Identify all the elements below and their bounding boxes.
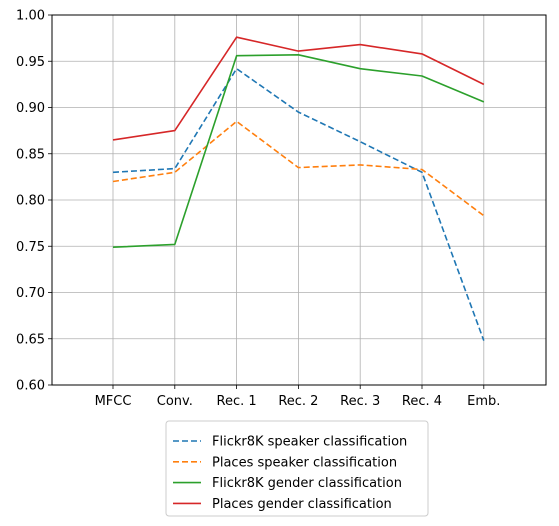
legend-label-3: Flickr8K gender classification xyxy=(212,476,402,491)
series-line-2 xyxy=(112,120,485,217)
x-tick-label: Conv. xyxy=(157,394,193,409)
series-line-1 xyxy=(112,67,485,341)
grid-lines xyxy=(52,14,546,386)
y-tick-label: 1.00 xyxy=(16,9,45,24)
x-tick-label: Rec. 4 xyxy=(402,394,442,409)
y-tick-label: 0.65 xyxy=(16,332,45,347)
y-tick-label: 0.90 xyxy=(16,101,45,116)
legend-label-4: Places gender classification xyxy=(212,497,392,512)
series-line-4 xyxy=(112,36,485,141)
y-tick-label: 0.75 xyxy=(16,240,45,255)
y-axis-ticks: 0.60 0.65 0.70 0.75 0.80 0.85 0.90 0.95 1.00 xyxy=(16,9,52,394)
y-tick-label: 0.60 xyxy=(16,379,45,394)
y-tick-label: 0.95 xyxy=(16,55,45,70)
x-tick-label: Rec. 2 xyxy=(278,394,318,409)
legend-label-2: Places speaker classification xyxy=(212,455,397,470)
legend-box xyxy=(165,420,429,517)
x-axis-ticks: MFCC Conv. Rec. 1 Rec. 2 Rec. 3 Rec. 4 Emb. xyxy=(95,385,500,409)
y-tick-label: 0.70 xyxy=(16,286,45,301)
x-tick-label: Emb. xyxy=(467,394,500,409)
series-lines xyxy=(112,36,485,341)
y-tick-label: 0.85 xyxy=(16,147,45,162)
x-tick-label: Rec. 3 xyxy=(340,394,380,409)
legend-label-1: Flickr8K speaker classification xyxy=(212,435,407,450)
legend: Flickr8K speaker classification Places sp… xyxy=(165,420,429,517)
x-tick-label: MFCC xyxy=(95,394,132,409)
y-tick-label: 0.80 xyxy=(16,194,45,209)
series-line-3 xyxy=(112,53,485,248)
x-tick-label: Rec. 1 xyxy=(217,394,257,409)
